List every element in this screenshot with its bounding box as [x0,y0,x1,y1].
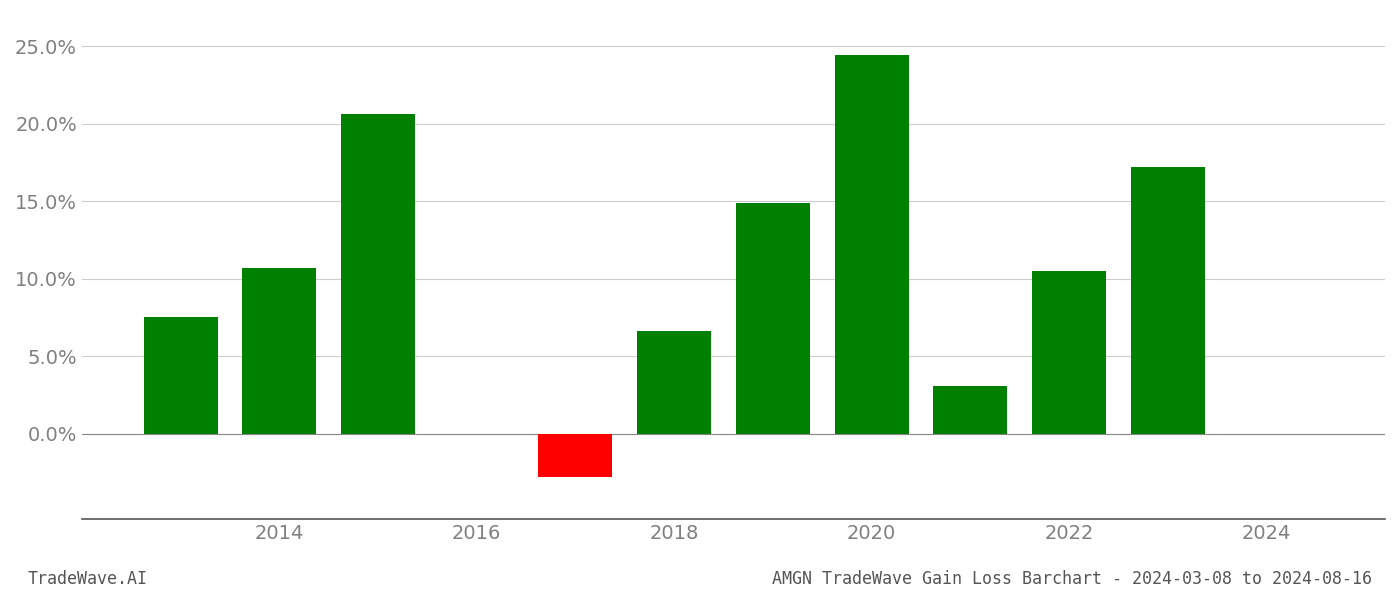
Bar [834,55,909,434]
Bar [934,386,1008,434]
Bar [736,203,811,434]
Bar [637,331,711,434]
Bar [1131,167,1205,434]
Bar [342,114,414,434]
Bar [144,317,217,434]
Text: AMGN TradeWave Gain Loss Barchart - 2024-03-08 to 2024-08-16: AMGN TradeWave Gain Loss Barchart - 2024… [771,570,1372,588]
Text: TradeWave.AI: TradeWave.AI [28,570,148,588]
Bar [242,268,316,434]
Bar [1032,271,1106,434]
Bar [539,434,612,477]
